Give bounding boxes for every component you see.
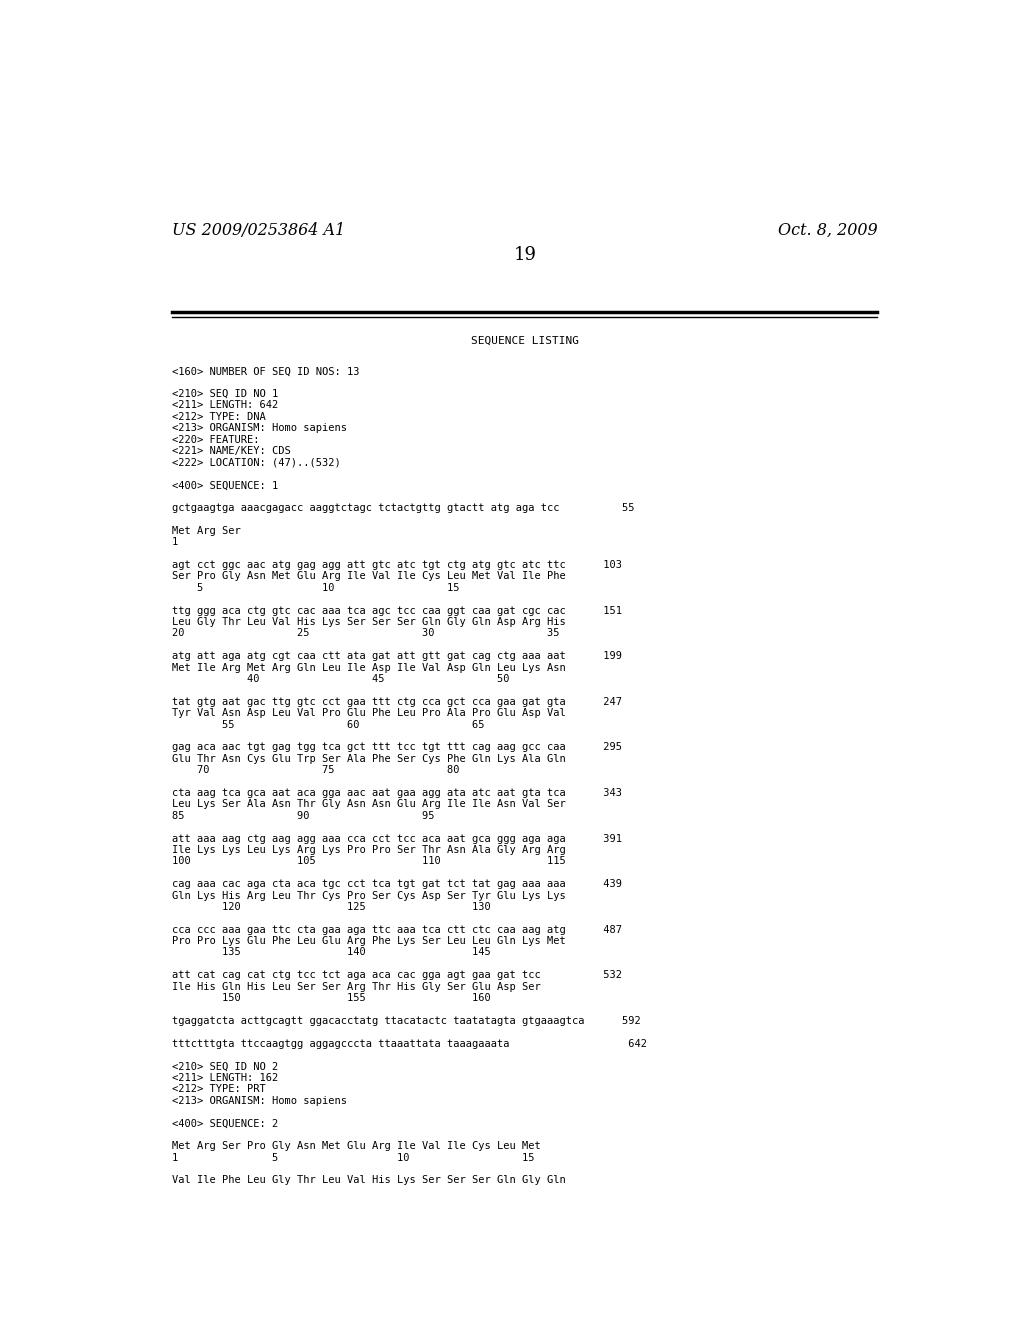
Text: 150                 155                 160: 150 155 160 <box>172 993 490 1003</box>
Text: <210> SEQ ID NO 2: <210> SEQ ID NO 2 <box>172 1061 279 1072</box>
Text: Tyr Val Asn Asp Leu Val Pro Glu Phe Leu Pro Ala Pro Glu Asp Val: Tyr Val Asn Asp Leu Val Pro Glu Phe Leu … <box>172 708 566 718</box>
Text: 70                  75                  80: 70 75 80 <box>172 766 460 775</box>
Text: tat gtg aat gac ttg gtc cct gaa ttt ctg cca gct cca gaa gat gta      247: tat gtg aat gac ttg gtc cct gaa ttt ctg … <box>172 697 623 706</box>
Text: Leu Gly Thr Leu Val His Lys Ser Ser Ser Gln Gly Gln Asp Arg His: Leu Gly Thr Leu Val His Lys Ser Ser Ser … <box>172 616 566 627</box>
Text: 100                 105                 110                 115: 100 105 110 115 <box>172 857 566 866</box>
Text: agt cct ggc aac atg gag agg att gtc atc tgt ctg atg gtc atc ttc      103: agt cct ggc aac atg gag agg att gtc atc … <box>172 560 623 570</box>
Text: Ile His Gln His Leu Ser Ser Arg Thr His Gly Ser Glu Asp Ser: Ile His Gln His Leu Ser Ser Arg Thr His … <box>172 982 541 991</box>
Text: cta aag tca gca aat aca gga aac aat gaa agg ata atc aat gta tca      343: cta aag tca gca aat aca gga aac aat gaa … <box>172 788 623 799</box>
Text: <212> TYPE: DNA: <212> TYPE: DNA <box>172 412 266 422</box>
Text: Pro Pro Lys Glu Phe Leu Glu Arg Phe Lys Ser Leu Leu Gln Lys Met: Pro Pro Lys Glu Phe Leu Glu Arg Phe Lys … <box>172 936 566 946</box>
Text: <220> FEATURE:: <220> FEATURE: <box>172 434 260 445</box>
Text: <212> TYPE: PRT: <212> TYPE: PRT <box>172 1084 266 1094</box>
Text: 1: 1 <box>172 537 178 548</box>
Text: Ser Pro Gly Asn Met Glu Arg Ile Val Ile Cys Leu Met Val Ile Phe: Ser Pro Gly Asn Met Glu Arg Ile Val Ile … <box>172 572 566 581</box>
Text: SEQUENCE LISTING: SEQUENCE LISTING <box>471 335 579 346</box>
Text: 120                 125                 130: 120 125 130 <box>172 902 490 912</box>
Text: tttctttgta ttccaagtgg aggagcccta ttaaattata taaagaaata                   642: tttctttgta ttccaagtgg aggagcccta ttaaatt… <box>172 1039 647 1048</box>
Text: Gln Lys His Arg Leu Thr Cys Pro Ser Cys Asp Ser Tyr Glu Lys Lys: Gln Lys His Arg Leu Thr Cys Pro Ser Cys … <box>172 891 566 900</box>
Text: atg att aga atg cgt caa ctt ata gat att gtt gat cag ctg aaa aat      199: atg att aga atg cgt caa ctt ata gat att … <box>172 651 623 661</box>
Text: Ile Lys Lys Leu Lys Arg Lys Pro Pro Ser Thr Asn Ala Gly Arg Arg: Ile Lys Lys Leu Lys Arg Lys Pro Pro Ser … <box>172 845 566 855</box>
Text: 20                  25                  30                  35: 20 25 30 35 <box>172 628 560 639</box>
Text: 85                  90                  95: 85 90 95 <box>172 810 434 821</box>
Text: cca ccc aaa gaa ttc cta gaa aga ttc aaa tca ctt ctc caa aag atg      487: cca ccc aaa gaa ttc cta gaa aga ttc aaa … <box>172 925 623 935</box>
Text: <222> LOCATION: (47)..(532): <222> LOCATION: (47)..(532) <box>172 458 341 467</box>
Text: Oct. 8, 2009: Oct. 8, 2009 <box>778 222 878 239</box>
Text: <160> NUMBER OF SEQ ID NOS: 13: <160> NUMBER OF SEQ ID NOS: 13 <box>172 367 359 376</box>
Text: <221> NAME/KEY: CDS: <221> NAME/KEY: CDS <box>172 446 291 457</box>
Text: Met Ile Arg Met Arg Gln Leu Ile Asp Ile Val Asp Gln Leu Lys Asn: Met Ile Arg Met Arg Gln Leu Ile Asp Ile … <box>172 663 566 673</box>
Text: 135                 140                 145: 135 140 145 <box>172 948 490 957</box>
Text: <400> SEQUENCE: 2: <400> SEQUENCE: 2 <box>172 1118 279 1129</box>
Text: <211> LENGTH: 642: <211> LENGTH: 642 <box>172 400 279 411</box>
Text: 5                   10                  15: 5 10 15 <box>172 583 460 593</box>
Text: <213> ORGANISM: Homo sapiens: <213> ORGANISM: Homo sapiens <box>172 424 347 433</box>
Text: ttg ggg aca ctg gtc cac aaa tca agc tcc caa ggt caa gat cgc cac      151: ttg ggg aca ctg gtc cac aaa tca agc tcc … <box>172 606 623 615</box>
Text: <213> ORGANISM: Homo sapiens: <213> ORGANISM: Homo sapiens <box>172 1096 347 1106</box>
Text: Val Ile Phe Leu Gly Thr Leu Val His Lys Ser Ser Ser Gln Gly Gln: Val Ile Phe Leu Gly Thr Leu Val His Lys … <box>172 1175 566 1185</box>
Text: tgaggatcta acttgcagtt ggacacctatg ttacatactc taatatagta gtgaaagtca      592: tgaggatcta acttgcagtt ggacacctatg ttacat… <box>172 1016 641 1026</box>
Text: Met Arg Ser: Met Arg Ser <box>172 525 241 536</box>
Text: Glu Thr Asn Cys Glu Trp Ser Ala Phe Ser Cys Phe Gln Lys Ala Gln: Glu Thr Asn Cys Glu Trp Ser Ala Phe Ser … <box>172 754 566 764</box>
Text: 55                  60                  65: 55 60 65 <box>172 719 484 730</box>
Text: gag aca aac tgt gag tgg tca gct ttt tcc tgt ttt cag aag gcc caa      295: gag aca aac tgt gag tgg tca gct ttt tcc … <box>172 742 623 752</box>
Text: US 2009/0253864 A1: US 2009/0253864 A1 <box>172 222 345 239</box>
Text: <210> SEQ ID NO 1: <210> SEQ ID NO 1 <box>172 389 279 399</box>
Text: att aaa aag ctg aag agg aaa cca cct tcc aca aat gca ggg aga aga      391: att aaa aag ctg aag agg aaa cca cct tcc … <box>172 833 623 843</box>
Text: 40                  45                  50: 40 45 50 <box>172 675 510 684</box>
Text: cag aaa cac aga cta aca tgc cct tca tgt gat tct tat gag aaa aaa      439: cag aaa cac aga cta aca tgc cct tca tgt … <box>172 879 623 890</box>
Text: gctgaagtga aaacgagacc aaggtctagc tctactgttg gtactt atg aga tcc          55: gctgaagtga aaacgagacc aaggtctagc tctactg… <box>172 503 635 513</box>
Text: Met Arg Ser Pro Gly Asn Met Glu Arg Ile Val Ile Cys Leu Met: Met Arg Ser Pro Gly Asn Met Glu Arg Ile … <box>172 1142 541 1151</box>
Text: 19: 19 <box>513 246 537 264</box>
Text: <400> SEQUENCE: 1: <400> SEQUENCE: 1 <box>172 480 279 490</box>
Text: 1               5                   10                  15: 1 5 10 15 <box>172 1152 535 1163</box>
Text: att cat cag cat ctg tcc tct aga aca cac gga agt gaa gat tcc          532: att cat cag cat ctg tcc tct aga aca cac … <box>172 970 623 981</box>
Text: <211> LENGTH: 162: <211> LENGTH: 162 <box>172 1073 279 1082</box>
Text: Leu Lys Ser Ala Asn Thr Gly Asn Asn Glu Arg Ile Ile Asn Val Ser: Leu Lys Ser Ala Asn Thr Gly Asn Asn Glu … <box>172 800 566 809</box>
